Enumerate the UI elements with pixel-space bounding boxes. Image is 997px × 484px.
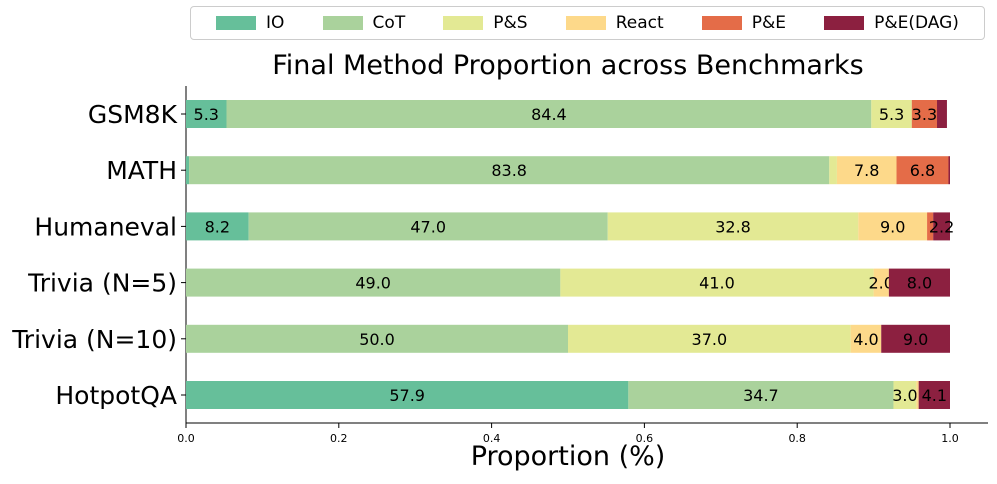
bar-value-label: 2.2 [929,217,954,236]
bar-p-s [893,381,917,409]
legend-item-p-e-dag: P&E(DAG) [824,13,959,33]
bar-cot [186,324,568,353]
legend-item-react: React [565,13,664,33]
legend-swatch [443,16,484,30]
chart-title: Final Method Proportion across Benchmark… [272,50,864,81]
x-tick-label: 0.2 [330,432,348,445]
bar-p-e [911,100,938,128]
bar-p-s [560,268,874,297]
legend-swatch [322,16,363,30]
y-tick-label: Trivia (N=10) [11,325,177,354]
bar-p-e-dag [948,156,950,185]
bar-value-label: 41.0 [699,274,735,293]
y-tick-label: Trivia (N=5) [27,269,177,298]
bar-value-label: 8.2 [205,217,230,236]
bar-value-label: 2.0 [869,274,894,293]
legend-item-p-s: P&S [443,13,528,33]
bar-value-label: 34.7 [743,386,779,405]
bar-cot [248,212,608,241]
bar-value-label: 4.0 [853,330,878,349]
bar-p-e [927,212,934,241]
legend-label: P&S [493,13,528,33]
bar-value-label: 83.8 [491,161,527,180]
bar-value-label: 32.8 [715,217,751,236]
bar-p-e [896,156,949,185]
y-tick-label: MATH [106,156,177,185]
bar-cot [186,268,561,297]
bar-io [186,100,227,128]
bar-p-e-dag [918,381,950,409]
bar-value-label: 37.0 [692,330,728,349]
bar-p-e-dag [881,324,950,353]
bar-value-label: 6.8 [910,161,935,180]
legend-item-p-e: P&E [701,13,786,33]
bar-value-label: 3.0 [892,386,917,405]
bar-io [186,381,629,409]
legend-label: P&E(DAG) [874,13,959,33]
x-tick-label: 0.4 [483,432,501,445]
bar-value-label: 49.0 [355,274,391,293]
bar-value-label: 50.0 [359,330,395,349]
bar-value-label: 4.1 [922,386,947,405]
bar-value-label: 9.0 [880,217,905,236]
bar-react [850,324,882,353]
legend-label: React [615,13,664,33]
legend-label: CoT [372,13,406,33]
bar-value-label: 57.9 [389,386,425,405]
bar-p-e-dag [888,268,950,297]
bar-p-s [568,324,851,353]
bar-p-e-dag [937,100,947,128]
y-tick-label: HotpotQA [55,381,177,410]
bar-p-s [607,212,859,241]
x-tick-label: 0.6 [636,432,654,445]
bar-value-label: 7.8 [854,161,879,180]
bar-io [186,156,190,185]
bar-value-label: 5.3 [194,105,219,124]
bar-react [836,156,897,185]
bar-io [186,212,249,241]
bar-cot [189,156,830,185]
legend-label: IO [266,13,285,33]
bar-cot [628,381,894,409]
y-tick-label: Humaneval [34,212,177,241]
bar-react [858,212,928,241]
legend-swatch [565,16,606,30]
x-tick-label: 0.8 [788,432,806,445]
bar-value-label: 8.0 [907,274,932,293]
x-axis-label: Proportion (%) [470,441,666,472]
bar-value-label: 3.3 [912,105,937,124]
bar-value-label: 47.0 [410,217,446,236]
bar-p-e-dag [933,212,950,241]
legend-swatch [824,16,865,30]
bar-value-label: 5.3 [879,105,904,124]
legend-swatch [216,16,257,30]
legend-swatch [701,16,742,30]
bar-p-s [871,100,912,128]
bar-value-label: 9.0 [903,330,928,349]
bar-react [916,381,919,409]
bar-cot [226,100,872,128]
y-tick-label: GSM8K [88,100,178,129]
legend-label: P&E [751,13,786,33]
legend-item-cot: CoT [322,13,406,33]
legend-item-io: IO [216,13,284,33]
x-tick-label: 1.0 [941,432,959,445]
bar-react [873,268,889,297]
bar-value-label: 84.4 [531,105,567,124]
x-tick-label: 0.0 [177,432,195,445]
bar-p-s [829,156,837,185]
legend: IO CoT P&S React P&E P&E(DAG) [190,6,985,40]
